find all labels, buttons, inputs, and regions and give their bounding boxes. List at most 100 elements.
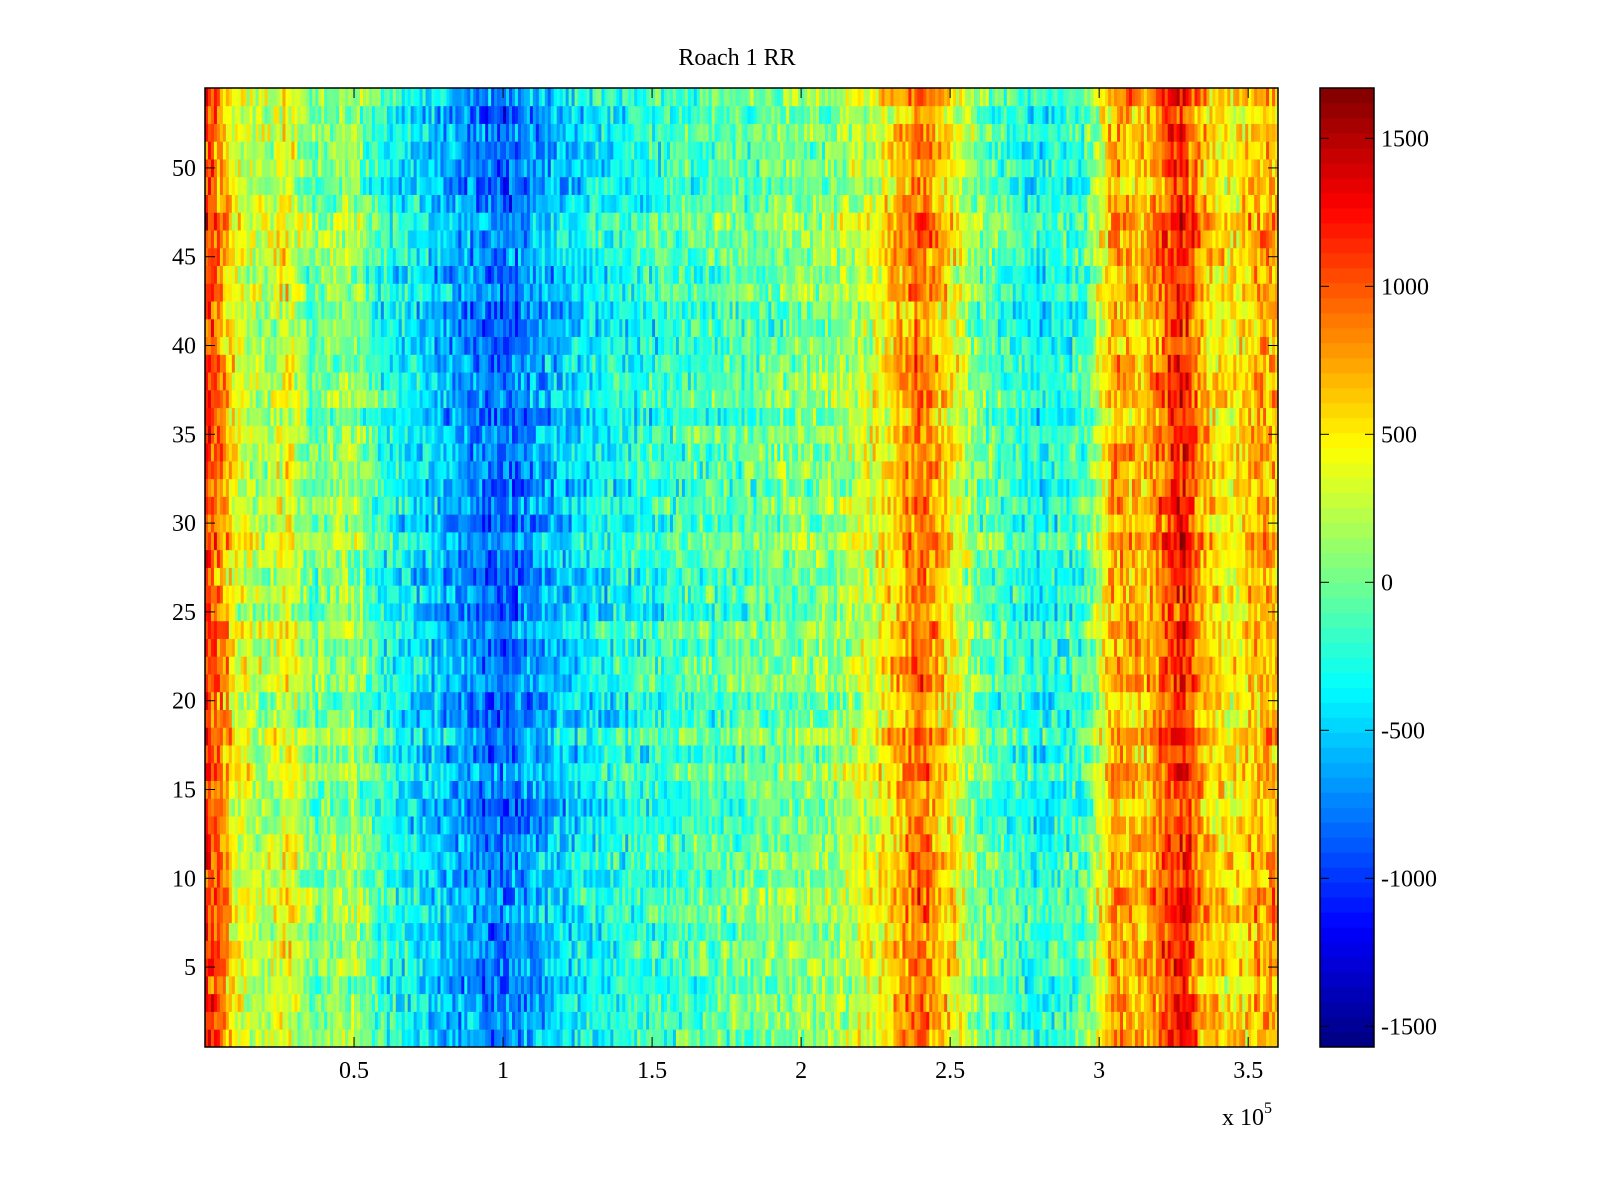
- heatmap-cell: [598, 940, 602, 959]
- heatmap-cell: [225, 958, 230, 977]
- heatmap-cell: [1066, 904, 1070, 924]
- heatmap-cell: [389, 975, 394, 995]
- heatmap-cell: [362, 798, 367, 817]
- heatmap-cell: [509, 975, 513, 995]
- heatmap-cell: [315, 940, 319, 959]
- heatmap-cell: [342, 851, 346, 870]
- heatmap-cell: [1149, 904, 1154, 924]
- heatmap-cell: [658, 798, 662, 817]
- heatmap-cell: [309, 975, 313, 995]
- heatmap-cell: [1012, 940, 1017, 959]
- heatmap-cell: [595, 851, 599, 870]
- heatmap-cell: [610, 851, 614, 870]
- heatmap-cell: [941, 904, 945, 924]
- heatmap-cell: [1084, 869, 1088, 888]
- heatmap-cell: [1272, 833, 1276, 853]
- heatmap-cell: [1194, 833, 1198, 853]
- heatmap-cell: [678, 816, 683, 835]
- heatmap-cell: [503, 887, 507, 906]
- heatmap-cell: [753, 940, 757, 959]
- heatmap-cell: [890, 1029, 894, 1048]
- heatmap-cell: [696, 940, 701, 959]
- heatmap-cell: [756, 975, 760, 995]
- heatmap-cell: [896, 922, 900, 941]
- heatmap-cell: [619, 1011, 623, 1030]
- heatmap-cell: [544, 851, 549, 870]
- heatmap-cell: [583, 993, 587, 1012]
- heatmap-cell: [1257, 922, 1261, 941]
- heatmap-cell: [312, 887, 316, 906]
- heatmap-cell: [690, 904, 695, 924]
- heatmap-cell: [717, 833, 722, 853]
- heatmap-cell: [529, 1011, 534, 1030]
- heatmap-cell: [276, 798, 280, 817]
- heatmap-cell: [282, 975, 286, 995]
- heatmap-cell: [857, 922, 862, 941]
- heatmap-cell: [422, 940, 426, 959]
- heatmap-cell: [866, 922, 871, 941]
- heatmap-cell: [1042, 869, 1046, 888]
- heatmap-cell: [365, 833, 370, 853]
- heatmap-cell: [643, 958, 647, 977]
- heatmap-cell: [1063, 1029, 1067, 1048]
- heatmap-cell: [938, 833, 942, 853]
- heatmap-cell: [1143, 833, 1148, 853]
- heatmap-cell: [1057, 993, 1061, 1012]
- heatmap-cell: [1173, 887, 1178, 906]
- heatmap-cell: [771, 816, 775, 835]
- heatmap-cell: [816, 887, 820, 906]
- heatmap-cell: [523, 887, 528, 906]
- heatmap-cell: [920, 975, 924, 995]
- heatmap-cell: [559, 975, 564, 995]
- heatmap-cell: [953, 1011, 957, 1030]
- heatmap-cell: [1185, 833, 1189, 853]
- heatmap-cell: [619, 958, 623, 977]
- heatmap-cell: [771, 993, 775, 1012]
- heatmap-cell: [1125, 1011, 1130, 1030]
- heatmap-cell: [795, 887, 799, 906]
- heatmap-cell: [979, 798, 984, 817]
- heatmap-cell: [482, 922, 486, 941]
- heatmap-cell: [580, 887, 584, 906]
- heatmap-cell: [362, 958, 367, 977]
- heatmap-cell: [717, 887, 722, 906]
- heatmap-cell: [631, 851, 635, 870]
- heatmap-cell: [324, 922, 328, 941]
- heatmap-cell: [354, 869, 358, 888]
- heatmap-cell: [1254, 851, 1258, 870]
- heatmap-cell: [1102, 833, 1106, 853]
- heatmap-cell: [210, 975, 215, 995]
- heatmap-cell: [514, 869, 519, 888]
- heatmap-cell: [383, 958, 388, 977]
- heatmap-cell: [979, 975, 984, 995]
- heatmap-cell: [351, 922, 355, 941]
- heatmap-cell: [249, 975, 254, 995]
- heatmap-cell: [1257, 851, 1261, 870]
- heatmap-cell: [1117, 887, 1121, 906]
- heatmap-cell: [1015, 958, 1020, 977]
- heatmap-cell: [866, 833, 871, 853]
- heatmap-cell: [392, 887, 397, 906]
- heatmap-cell: [750, 1011, 754, 1030]
- heatmap-cell: [497, 975, 501, 995]
- heatmap-cell: [666, 869, 671, 888]
- heatmap-cell: [243, 993, 248, 1012]
- heatmap-cell: [333, 993, 337, 1012]
- heatmap-cell: [1072, 816, 1076, 835]
- heatmap-cell: [562, 993, 567, 1012]
- heatmap-cell: [1066, 940, 1070, 959]
- heatmap-cell: [690, 958, 695, 977]
- heatmap-cell: [678, 833, 683, 853]
- heatmap-cell: [699, 798, 704, 817]
- heatmap-cell: [687, 869, 692, 888]
- heatmap-cell: [225, 993, 230, 1012]
- heatmap-cell: [813, 887, 817, 906]
- heatmap-cell: [938, 1011, 942, 1030]
- heatmap-cell: [1161, 887, 1166, 906]
- heatmap-cell: [437, 993, 441, 1012]
- heatmap-cell: [738, 869, 742, 888]
- heatmap-cell: [1105, 1011, 1109, 1030]
- heatmap-cell: [1167, 904, 1172, 924]
- heatmap-cell: [1108, 887, 1112, 906]
- heatmap-cell: [488, 993, 492, 1012]
